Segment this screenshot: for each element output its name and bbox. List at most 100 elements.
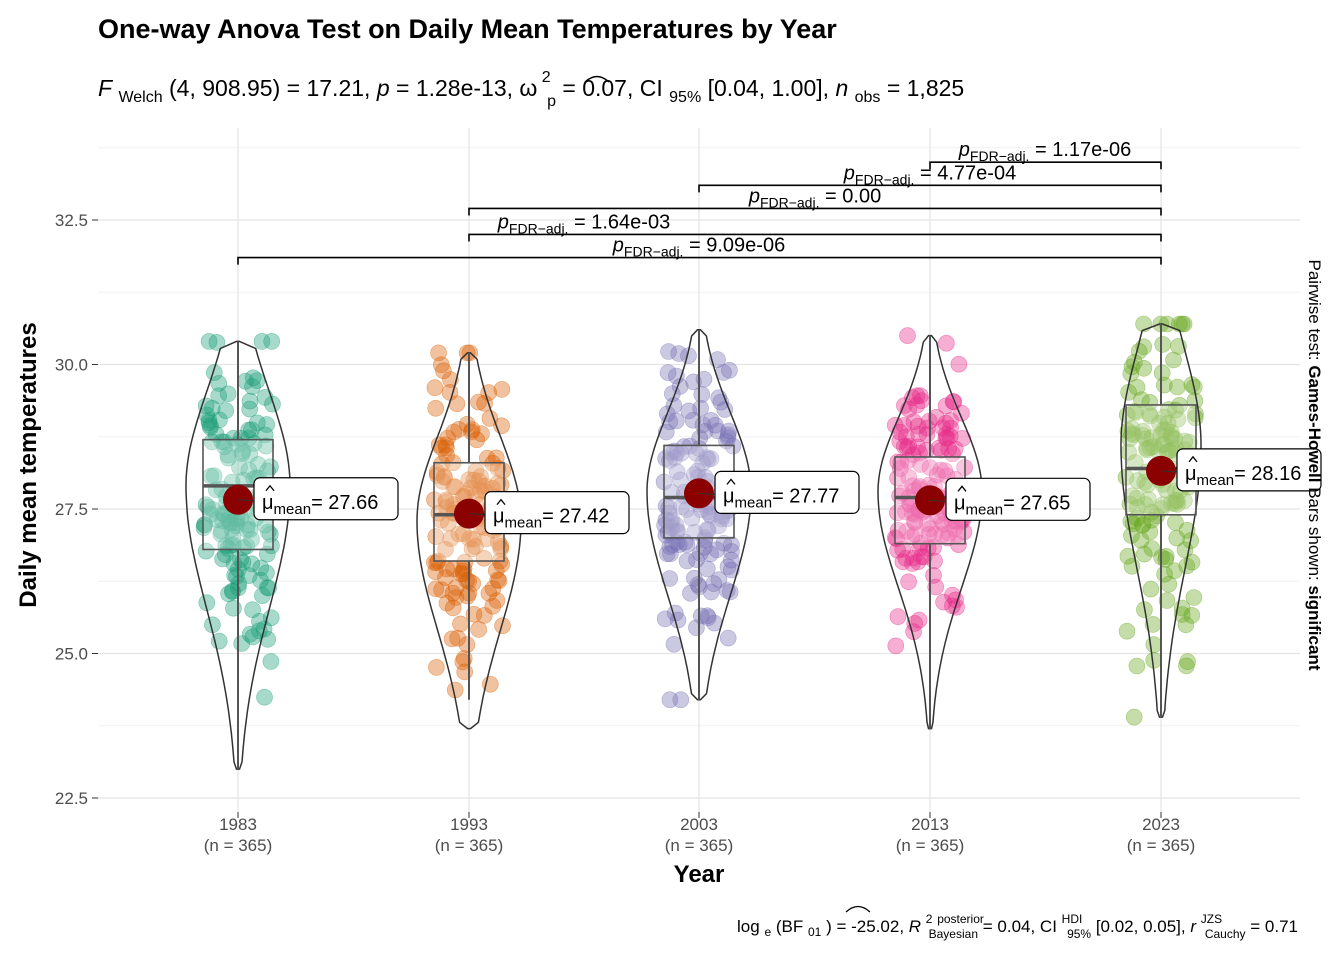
data-point bbox=[906, 526, 924, 543]
data-point bbox=[1151, 415, 1168, 432]
data-point bbox=[233, 445, 251, 463]
caption-r-value: = 0.04, CI bbox=[983, 917, 1057, 936]
pairwise-p-symbol: p bbox=[748, 185, 760, 207]
data-point bbox=[1175, 315, 1193, 333]
data-point bbox=[1158, 592, 1176, 609]
data-point bbox=[494, 617, 511, 635]
data-point bbox=[452, 615, 469, 633]
data-point bbox=[915, 548, 933, 566]
data-point bbox=[721, 583, 739, 601]
data-point bbox=[944, 586, 961, 604]
data-point bbox=[262, 653, 280, 670]
data-point bbox=[659, 364, 677, 381]
data-point bbox=[678, 536, 696, 553]
data-point bbox=[894, 553, 912, 571]
data-point bbox=[942, 419, 960, 437]
data-point bbox=[219, 385, 237, 403]
data-point bbox=[918, 419, 936, 437]
pairwise-p-sub: FDR−adj. bbox=[509, 220, 569, 236]
data-point bbox=[689, 576, 707, 593]
pairwise-p-value: = 1.17e-06 bbox=[1029, 139, 1131, 161]
data-point bbox=[206, 364, 223, 381]
pairwise-p-symbol: p bbox=[958, 139, 970, 161]
data-point bbox=[475, 549, 493, 567]
subtitle-p-symbol: p bbox=[376, 75, 390, 101]
data-point bbox=[458, 415, 476, 433]
data-point bbox=[428, 659, 445, 676]
data-point bbox=[435, 362, 452, 380]
data-point bbox=[454, 653, 472, 671]
data-point bbox=[940, 440, 958, 458]
data-point bbox=[244, 369, 262, 387]
data-point bbox=[1167, 491, 1185, 509]
data-point bbox=[1125, 708, 1143, 726]
data-point bbox=[708, 541, 726, 559]
subtitle-f-sub: Welch bbox=[118, 89, 162, 106]
x-tick-label: 1993 bbox=[450, 815, 488, 834]
mean-symbol: μ bbox=[954, 492, 966, 514]
y-tick-label: 22.5 bbox=[55, 789, 88, 808]
data-point bbox=[938, 334, 955, 352]
mu-hat-icon bbox=[726, 478, 736, 485]
mean-sub: mean bbox=[966, 501, 1004, 518]
data-point bbox=[1153, 364, 1171, 382]
data-point bbox=[696, 423, 714, 440]
pairwise-test-plain: Pairwise test: bbox=[1305, 260, 1324, 366]
subtitle-f-args: (4, 908.95) bbox=[169, 75, 280, 101]
data-point bbox=[427, 399, 445, 417]
violin-outline bbox=[416, 352, 522, 730]
data-point bbox=[205, 467, 223, 485]
pairwise-p-symbol: p bbox=[843, 162, 855, 184]
data-point bbox=[1163, 494, 1180, 512]
caption-r-sup: 2 bbox=[926, 912, 933, 926]
pairwise-label: pFDR−adj. = 4.77e-04 bbox=[843, 162, 1016, 187]
data-point bbox=[1119, 547, 1137, 565]
mean-label-box bbox=[484, 491, 630, 535]
data-point bbox=[1144, 438, 1162, 455]
mean-label: μmean= 27.42 bbox=[493, 506, 609, 532]
data-point bbox=[253, 333, 271, 350]
data-point bbox=[695, 538, 713, 556]
x-tick-n-label: (n = 365) bbox=[896, 836, 965, 855]
data-point bbox=[937, 414, 955, 432]
data-point bbox=[668, 463, 686, 481]
data-point bbox=[1165, 351, 1182, 369]
data-point bbox=[240, 567, 258, 584]
data-point bbox=[202, 419, 219, 436]
data-point bbox=[905, 413, 923, 431]
data-point bbox=[932, 461, 949, 479]
data-point bbox=[1143, 429, 1161, 446]
y-axis-title: Daily mean temperatures bbox=[15, 322, 42, 607]
data-point bbox=[259, 630, 277, 648]
data-point bbox=[220, 449, 237, 467]
data-point bbox=[908, 396, 925, 414]
data-point bbox=[1179, 653, 1196, 670]
data-point bbox=[1142, 407, 1159, 425]
data-point bbox=[224, 583, 241, 600]
mean-symbol: μ bbox=[493, 506, 505, 528]
mean-label: μmean= 27.65 bbox=[954, 492, 1070, 518]
caption-rc-symbol: r bbox=[1190, 917, 1197, 936]
data-point bbox=[1128, 378, 1146, 396]
data-point bbox=[217, 402, 235, 419]
mean-label-connector bbox=[698, 492, 716, 495]
data-point bbox=[1177, 616, 1195, 634]
data-point bbox=[702, 507, 720, 525]
data-point bbox=[240, 461, 258, 479]
data-point bbox=[899, 327, 916, 344]
data-point bbox=[699, 609, 717, 626]
data-point bbox=[1171, 315, 1188, 333]
mu-hat-icon bbox=[496, 498, 506, 506]
pairwise-p-sub: FDR−adj. bbox=[970, 148, 1030, 164]
data-point bbox=[1129, 472, 1146, 489]
data-point bbox=[231, 458, 248, 476]
data-point bbox=[1135, 359, 1153, 377]
data-point bbox=[493, 381, 511, 398]
data-point bbox=[906, 514, 924, 531]
data-point bbox=[460, 471, 478, 489]
mu-hat-icon bbox=[1188, 455, 1198, 463]
mean-value: = 27.66 bbox=[311, 492, 378, 514]
data-point bbox=[258, 564, 275, 582]
pairwise-label: pFDR−adj. = 1.64e-03 bbox=[497, 211, 670, 236]
data-point bbox=[1140, 490, 1157, 508]
